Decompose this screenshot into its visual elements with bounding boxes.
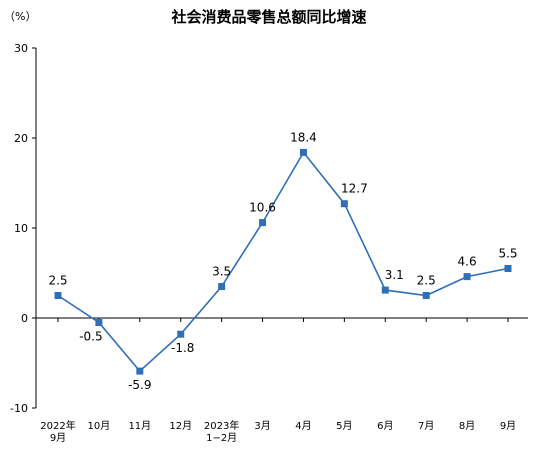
x-tick-label: 6月 [377, 420, 393, 432]
data-points [54, 148, 512, 375]
x-tick-label: 9月 [500, 420, 516, 432]
data-label: 10.6 [249, 201, 276, 215]
data-point [54, 292, 62, 299]
x-tick-label: 2022年 9月 [40, 419, 75, 444]
data-label: 3.5 [212, 265, 231, 279]
data-point [422, 292, 430, 299]
data-point [136, 367, 144, 375]
x-tick-label: 5月 [336, 420, 352, 432]
x-tick-label: 3月 [254, 420, 270, 432]
y-tick-label: 0 [21, 312, 28, 325]
data-point [259, 219, 267, 227]
x-tick-label: 11月 [128, 420, 151, 432]
x-tick-label: 2023年 1−2月 [204, 419, 239, 444]
data-point [95, 319, 103, 326]
data-label: -0.5 [79, 330, 102, 344]
data-label: 12.7 [341, 182, 368, 196]
series-line [57, 150, 509, 373]
y-axis-unit: （%） [4, 10, 36, 23]
data-label: 18.4 [290, 130, 317, 144]
data-label: 4.6 [458, 255, 477, 269]
data-point [463, 273, 471, 281]
chart-title: 社会消费品零售总额同比增速 [170, 8, 366, 26]
data-label: -1.8 [171, 341, 194, 355]
x-tick-label: 7月 [418, 420, 434, 432]
y-axis-ticks: -10 0 10 20 30 [10, 42, 36, 415]
data-label: 2.5 [48, 274, 67, 288]
data-label: -5.9 [128, 378, 151, 392]
y-tick-label: 10 [14, 222, 28, 235]
data-point [381, 286, 389, 294]
data-label: 3.1 [385, 268, 404, 282]
data-point [299, 148, 307, 156]
x-tick-label: 12月 [169, 420, 192, 432]
data-point [504, 265, 512, 272]
y-tick-label: -10 [10, 402, 28, 415]
y-tick-label: 30 [14, 42, 28, 55]
y-tick-label: 20 [14, 132, 28, 145]
data-label: 2.5 [417, 274, 436, 288]
x-tick-label: 4月 [295, 420, 311, 432]
x-tick-label: 8月 [459, 420, 475, 432]
x-axis-ticks: 2022年 9月 10月 11月 12月 2023年 1−2月 3月 4月 5月 6月 7月 8月 9月 [40, 318, 516, 444]
data-point [177, 330, 185, 338]
data-point [218, 283, 226, 290]
x-tick-label: 10月 [88, 420, 111, 432]
data-labels: 2.5 -0.5 -5.9 -1.8 3.5 10.6 18.4 12.7 3.1 2.5 4.6 5… [48, 130, 517, 392]
data-point [340, 200, 348, 208]
data-label: 5.5 [498, 247, 517, 261]
